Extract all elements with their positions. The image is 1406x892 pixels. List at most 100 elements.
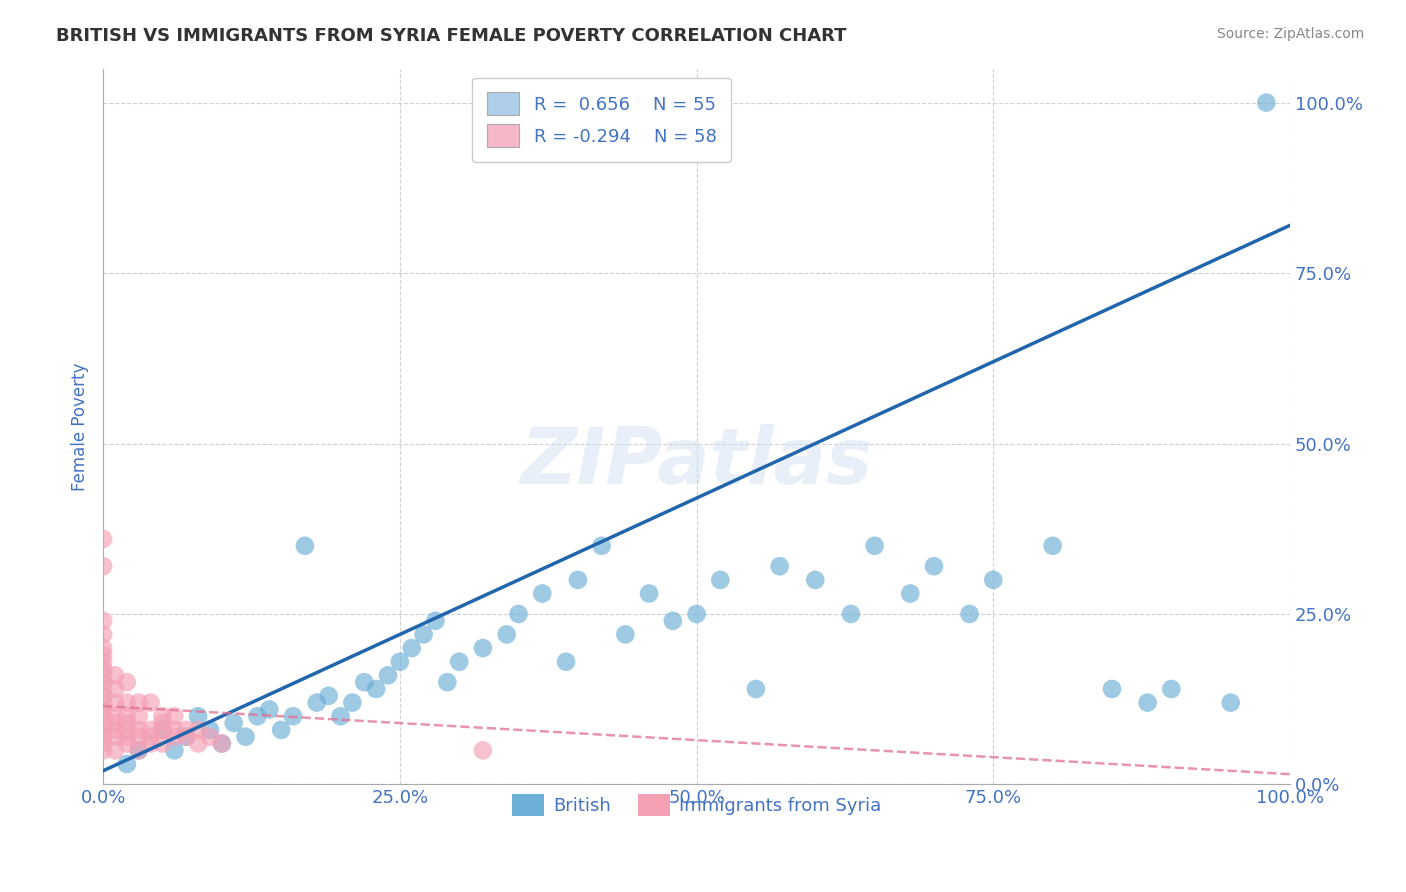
Point [91,655,114,669]
Point [128,723,150,737]
Point [104,696,127,710]
Point [115,709,138,723]
Point [235,730,257,744]
Point [128,730,150,744]
Point [115,716,138,731]
Point [91,689,114,703]
Point [163,743,186,757]
Point [91,648,114,662]
Point [246,709,269,723]
Point [139,737,162,751]
Point [839,607,862,621]
Point [305,696,328,710]
Point [198,723,221,737]
Text: BRITISH VS IMMIGRANTS FROM SYRIA FEMALE POVERTY CORRELATION CHART: BRITISH VS IMMIGRANTS FROM SYRIA FEMALE … [56,27,846,45]
Point [1160,681,1182,696]
Point [104,681,127,696]
Point [139,730,162,744]
Point [91,723,114,737]
Point [104,668,127,682]
Point [139,696,162,710]
Point [959,607,981,621]
Point [104,723,127,737]
Point [531,586,554,600]
Legend: British, Immigrants from Syria: British, Immigrants from Syria [502,786,890,825]
Point [91,614,114,628]
Point [211,737,233,751]
Point [163,723,186,737]
Point [115,737,138,751]
Point [104,730,127,744]
Point [174,730,197,744]
Point [152,716,174,731]
Point [638,586,661,600]
Point [128,743,150,757]
Point [128,709,150,723]
Point [91,532,114,546]
Point [115,675,138,690]
Point [508,607,530,621]
Point [471,743,494,757]
Point [91,627,114,641]
Point [259,702,281,716]
Point [163,709,186,723]
Point [318,689,340,703]
Point [495,627,517,641]
Point [769,559,792,574]
Point [91,641,114,656]
Point [388,655,411,669]
Y-axis label: Female Poverty: Female Poverty [72,362,89,491]
Point [91,661,114,675]
Point [104,709,127,723]
Point [981,573,1004,587]
Point [91,696,114,710]
Point [591,539,613,553]
Point [139,723,162,737]
Point [174,730,197,744]
Point [401,641,423,656]
Point [91,675,114,690]
Point [91,709,114,723]
Point [863,539,886,553]
Point [104,716,127,731]
Point [449,655,471,669]
Point [222,716,245,731]
Point [163,730,186,744]
Point [187,737,209,751]
Point [187,723,209,737]
Point [128,696,150,710]
Point [1219,696,1241,710]
Point [745,681,768,696]
Point [115,730,138,744]
Point [128,743,150,757]
Point [115,756,138,771]
Point [104,743,127,757]
Point [115,723,138,737]
Point [91,681,114,696]
Point [91,668,114,682]
Point [412,627,434,641]
Point [91,702,114,716]
Point [1042,539,1064,553]
Text: ZIPatlas: ZIPatlas [520,425,873,500]
Point [685,607,707,621]
Point [662,614,685,628]
Point [91,730,114,744]
Point [425,614,447,628]
Point [1256,95,1278,110]
Point [898,586,921,600]
Point [115,696,138,710]
Point [174,723,197,737]
Point [614,627,637,641]
Point [342,696,364,710]
Point [281,709,304,723]
Point [152,723,174,737]
Point [1136,696,1159,710]
Point [353,675,375,690]
Point [91,716,114,731]
Point [436,675,458,690]
Point [377,668,399,682]
Point [1101,681,1123,696]
Point [471,641,494,656]
Point [187,709,209,723]
